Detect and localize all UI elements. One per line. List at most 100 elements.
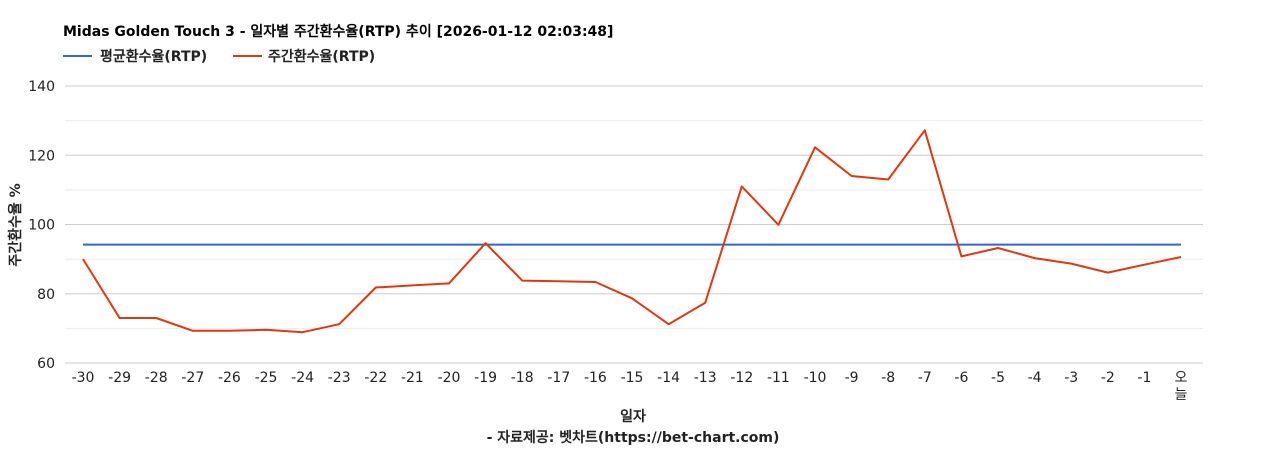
x-tick-label: -13 <box>694 370 717 386</box>
weekly-rtp-point-14[interactable] <box>594 281 596 283</box>
series-line-weekly-rtp <box>82 129 1182 334</box>
legend: 평균환수율(RTP) 주간환수율(RTP) <box>63 48 375 65</box>
weekly-rtp-point-26[interactable] <box>1033 257 1035 259</box>
weekly-rtp-point-12[interactable] <box>521 279 523 281</box>
x-tick-label: -12 <box>730 370 753 386</box>
avg-rtp-point-8[interactable] <box>375 243 377 245</box>
avg-rtp-point-18[interactable] <box>741 243 743 245</box>
avg-rtp-point-9[interactable] <box>411 243 413 245</box>
x-tick-label: -16 <box>584 370 607 386</box>
avg-rtp-point-13[interactable] <box>558 243 560 245</box>
weekly-rtp-point-1[interactable] <box>118 317 120 319</box>
weekly-rtp-point-20[interactable] <box>814 146 816 148</box>
x-axis-title: 일자 <box>620 409 646 425</box>
avg-rtp-point-21[interactable] <box>850 243 852 245</box>
avg-rtp-point-17[interactable] <box>704 243 706 245</box>
x-axis-ticks: -30 -29 -28 -27 -26 -25 -24 -23 -22 -21 -20 -19 -18-… <box>72 370 1188 403</box>
weekly-rtp-point-25[interactable] <box>997 247 999 249</box>
x-tick-label: -18 <box>511 370 534 386</box>
weekly-rtp-point-18[interactable] <box>741 185 743 187</box>
avg-rtp-point-16[interactable] <box>667 243 669 245</box>
x-tick-label: -24 <box>291 370 314 386</box>
avg-rtp-point-4[interactable] <box>228 243 230 245</box>
weekly-rtp-point-6[interactable] <box>301 331 303 333</box>
x-tick-label: -7 <box>918 370 932 386</box>
x-tick-label: -1 <box>1137 370 1151 386</box>
x-tick-label: -22 <box>364 370 387 386</box>
avg-rtp-point-30[interactable] <box>1180 243 1182 245</box>
x-tick-label: -20 <box>438 370 461 386</box>
avg-rtp-point-7[interactable] <box>338 243 340 245</box>
weekly-rtp-point-0[interactable] <box>82 258 84 260</box>
weekly-rtp-point-2[interactable] <box>155 317 157 319</box>
weekly-rtp-point-22[interactable] <box>887 178 889 180</box>
y-axis-ticks: 60 80 100 120 140 <box>28 79 55 372</box>
x-tick-label: -23 <box>328 370 351 386</box>
avg-rtp-point-19[interactable] <box>777 243 779 245</box>
x-tick-label: -27 <box>181 370 204 386</box>
avg-rtp-point-28[interactable] <box>1107 243 1109 245</box>
weekly-rtp-point-8[interactable] <box>375 286 377 288</box>
x-tick-label: -10 <box>804 370 827 386</box>
weekly-rtp-point-21[interactable] <box>850 175 852 177</box>
avg-rtp-point-27[interactable] <box>1070 243 1072 245</box>
avg-rtp-point-25[interactable] <box>997 243 999 245</box>
weekly-rtp-point-10[interactable] <box>448 282 450 284</box>
avg-rtp-point-23[interactable] <box>924 243 926 245</box>
weekly-rtp-point-24[interactable] <box>960 255 962 257</box>
x-tick-label: -14 <box>657 370 680 386</box>
avg-rtp-point-1[interactable] <box>118 243 120 245</box>
weekly-rtp-point-17[interactable] <box>704 302 706 304</box>
x-tick-label: -21 <box>401 370 424 386</box>
series-layer <box>82 129 1182 334</box>
source-credit: - 자료제공: 벳차트(https://bet-chart.com) <box>487 429 780 446</box>
avg-rtp-point-20[interactable] <box>814 243 816 245</box>
x-tick-label: -29 <box>108 370 131 386</box>
y-tick-label: 100 <box>28 218 55 234</box>
y-tick-label: 140 <box>28 79 55 95</box>
avg-rtp-point-22[interactable] <box>887 243 889 245</box>
weekly-rtp-point-19[interactable] <box>777 224 779 226</box>
y-tick-label: 80 <box>37 287 55 303</box>
avg-rtp-point-29[interactable] <box>1143 243 1145 245</box>
weekly-rtp-point-15[interactable] <box>631 297 633 299</box>
weekly-rtp-point-30[interactable] <box>1180 256 1182 258</box>
weekly-rtp-point-16[interactable] <box>667 323 669 325</box>
weekly-rtp-point-28[interactable] <box>1107 271 1109 273</box>
avg-rtp-point-0[interactable] <box>82 243 84 245</box>
weekly-rtp-point-11[interactable] <box>484 242 486 244</box>
avg-rtp-point-26[interactable] <box>1033 243 1035 245</box>
avg-rtp-point-6[interactable] <box>301 243 303 245</box>
weekly-rtp-point-29[interactable] <box>1143 263 1145 265</box>
avg-rtp-point-24[interactable] <box>960 243 962 245</box>
legend-label-weekly-rtp: 주간환수율(RTP) <box>268 48 375 65</box>
gridlines <box>65 85 1203 364</box>
x-tick-label: -11 <box>767 370 790 386</box>
x-tick-label: -4 <box>1028 370 1042 386</box>
avg-rtp-point-14[interactable] <box>594 243 596 245</box>
weekly-rtp-point-9[interactable] <box>411 284 413 286</box>
weekly-rtp-point-7[interactable] <box>338 323 340 325</box>
x-tick-label: -30 <box>72 370 95 386</box>
weekly-rtp-point-27[interactable] <box>1070 262 1072 264</box>
avg-rtp-point-12[interactable] <box>521 243 523 245</box>
weekly-rtp-point-23[interactable] <box>924 129 926 131</box>
weekly-rtp-point-3[interactable] <box>192 330 194 332</box>
x-tick-label: -15 <box>621 370 644 386</box>
weekly-rtp-point-13[interactable] <box>558 280 560 282</box>
x-tick-label: -6 <box>954 370 968 386</box>
x-tick-label: -2 <box>1101 370 1115 386</box>
x-tick-label: -9 <box>845 370 859 386</box>
avg-rtp-point-5[interactable] <box>265 243 267 245</box>
weekly-rtp-point-4[interactable] <box>228 330 230 332</box>
avg-rtp-point-2[interactable] <box>155 243 157 245</box>
x-tick-label: -5 <box>991 370 1005 386</box>
avg-rtp-point-15[interactable] <box>631 243 633 245</box>
weekly-rtp-point-5[interactable] <box>265 329 267 331</box>
avg-rtp-point-10[interactable] <box>448 243 450 245</box>
y-tick-label: 120 <box>28 148 55 164</box>
x-tick-label: -17 <box>547 370 570 386</box>
avg-rtp-point-3[interactable] <box>192 243 194 245</box>
y-axis-title: 주간환수율 % <box>7 183 24 266</box>
